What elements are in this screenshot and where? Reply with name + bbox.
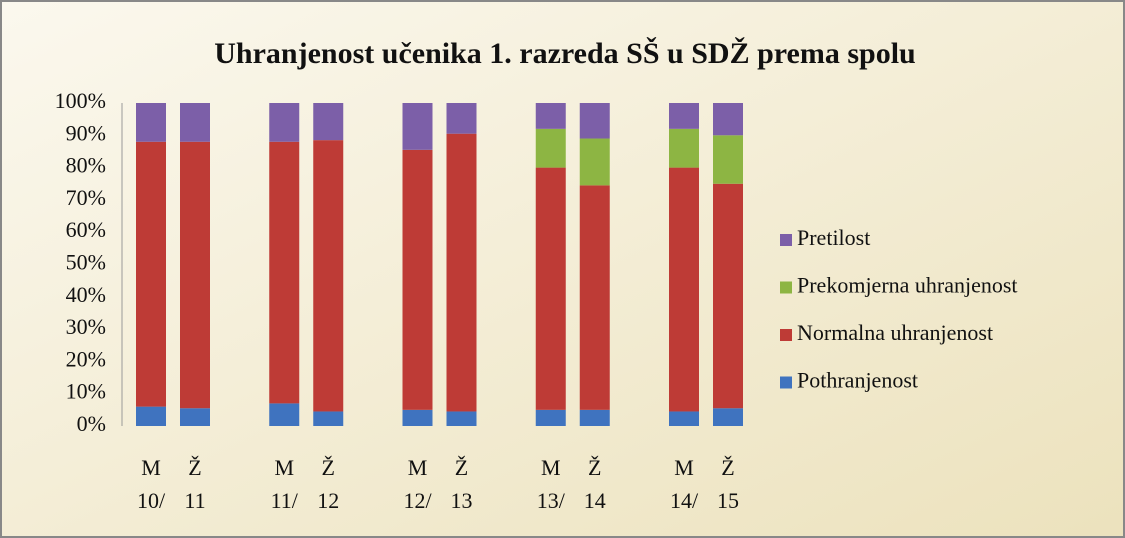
bar-segment [180,141,210,409]
y-tick-label: 60% [66,217,106,242]
bar-segment [535,103,566,129]
y-tick-label: 20% [66,346,106,371]
x-group-label: 15 [717,488,739,513]
legend-label: Normalna uhranjenost [797,320,993,345]
bar-segment [136,406,166,426]
bar-segment [269,141,300,404]
bar-segment [136,103,166,142]
bar-segment [579,409,610,426]
y-tick-label: 0% [77,411,106,436]
bar-segment [579,185,610,410]
x-group-label: 14 [584,488,606,513]
y-tick-label: 70% [66,185,106,210]
x-tick-label: M [408,455,428,480]
bar-segment [535,128,566,168]
x-tick-label: M [674,455,694,480]
y-tick-label: 10% [66,379,106,404]
legend-swatch [780,234,792,246]
x-tick-label: M [274,455,294,480]
bar-segment [669,103,699,129]
x-tick-label: M [541,455,561,480]
legend-label: Pretilost [797,225,870,250]
bar-segment [446,103,477,134]
bar-segment [669,128,699,168]
bar-segment [579,103,610,139]
x-group-label: 12/ [403,488,432,513]
x-tick-label: Ž [588,455,601,480]
bar-segment [402,103,433,150]
x-tick-label: Ž [455,455,468,480]
y-tick-label: 80% [66,153,106,178]
bar-segment [713,103,743,136]
x-group-label: 14/ [670,488,699,513]
chart-title: Uhranjenost učenika 1. razreda SŠ u SDŽ … [214,37,915,70]
bar-segment [313,103,344,141]
x-tick-label: Ž [721,455,734,480]
y-tick-label: 50% [66,250,106,275]
x-group-label: 10/ [137,488,166,513]
bar-segment [713,135,743,184]
legend-label: Pothranjenost [797,368,918,393]
bar-segment [713,408,743,426]
x-tick-label: M [141,455,161,480]
x-group-label: 12 [317,488,339,513]
bar-segment [269,103,300,142]
y-tick-label: 90% [66,120,106,145]
y-tick-label: 100% [55,88,106,113]
bar-segment [402,409,433,426]
legend-swatch [780,281,792,294]
legend-swatch [780,329,792,341]
y-tick-label: 30% [66,314,106,339]
bar-segment [313,411,344,426]
bar-segment [180,103,210,142]
bar-segment [579,138,610,186]
bar-segment [446,133,477,412]
x-group-label: 13/ [537,488,566,513]
x-group-label: 11 [184,488,205,513]
bar-segment [313,140,344,412]
x-group-label: 11/ [271,488,299,513]
x-group-label: 13 [451,488,473,513]
bar-segment [669,411,699,426]
bar-segment [446,411,477,426]
bar-segment [713,183,743,409]
bar-segment [180,408,210,426]
bar-segment [535,409,566,426]
legend-label: Prekomjerna uhranjenost [797,273,1018,298]
bar-segment [269,403,300,426]
x-tick-label: Ž [322,455,335,480]
x-tick-label: Ž [188,455,201,480]
y-tick-label: 40% [66,282,106,307]
bar-segment [136,141,166,407]
bar-segment [402,149,433,410]
bar-segment [535,167,566,410]
legend-swatch [780,376,792,389]
bar-segment [669,167,699,412]
